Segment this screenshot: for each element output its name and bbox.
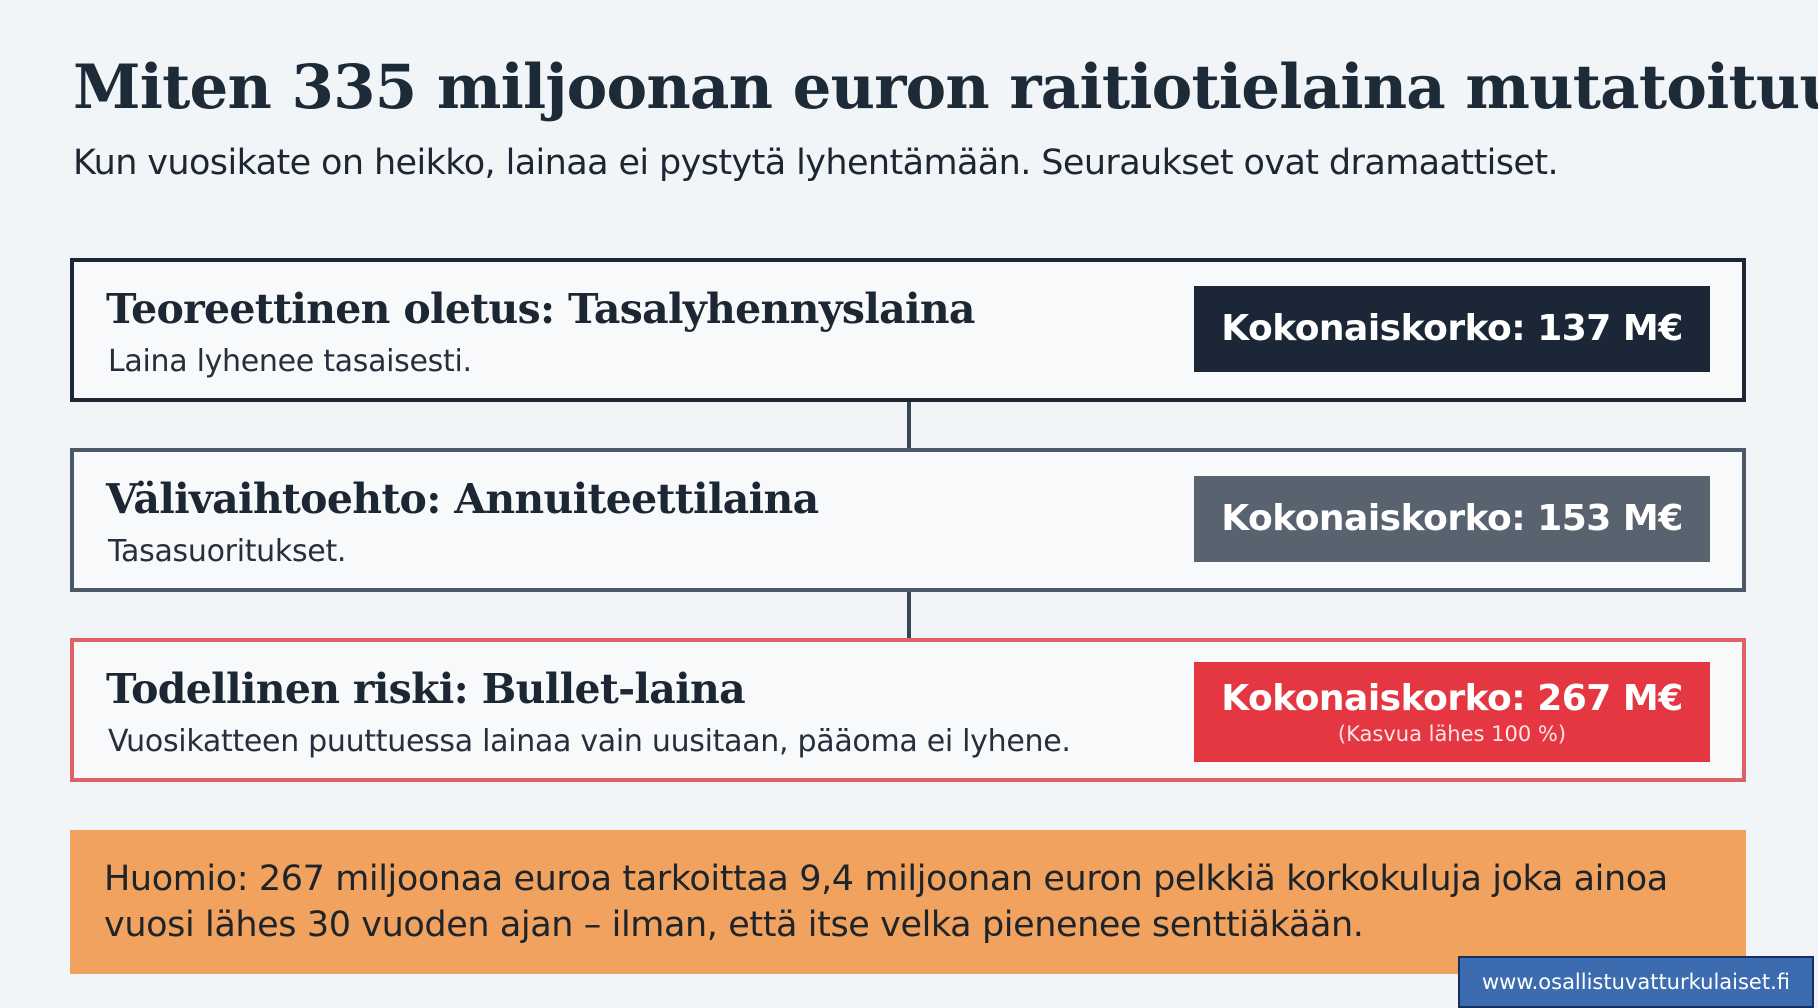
total-interest-badge: Kokonaiskorko: 137 M€ [1194,286,1710,372]
loan-card-annuity: Välivaihtoehto: Annuiteettilaina Tasasuo… [70,448,1746,592]
loan-card-heading: Todellinen riski: Bullet-laina [106,665,746,713]
total-interest-value: Kokonaiskorko: 137 M€ [1221,308,1683,349]
attention-note-text: Huomio: 267 miljoonaa euroa tarkoittaa 9… [104,859,1668,945]
website-url: www.osallistuvatturkulaiset.fi [1482,970,1790,994]
attention-note: Huomio: 267 miljoonaa euroa tarkoittaa 9… [70,830,1746,974]
page-title: Miten 335 miljoonan euron raitiotielaina… [73,52,1818,123]
interest-growth-note: (Kasvua lähes 100 %) [1337,722,1567,746]
connector-line [907,592,911,638]
loan-card-description: Laina lyhenee tasaisesti. [108,344,472,379]
total-interest-value: Kokonaiskorko: 153 M€ [1221,498,1683,539]
loan-card-description: Vuosikatteen puuttuessa lainaa vain uusi… [108,724,1071,759]
loan-card-heading: Teoreettinen oletus: Tasalyhennyslaina [106,285,975,333]
total-interest-badge: Kokonaiskorko: 153 M€ [1194,476,1710,562]
loan-card-bullet: Todellinen riski: Bullet-laina Vuosikatt… [70,638,1746,782]
website-url-badge: www.osallistuvatturkulaiset.fi [1458,956,1814,1008]
total-interest-value: Kokonaiskorko: 267 M€ [1221,678,1683,719]
loan-card-straight-line: Teoreettinen oletus: Tasalyhennyslaina L… [70,258,1746,402]
page-subtitle: Kun vuosikate on heikko, lainaa ei pysty… [73,143,1559,183]
total-interest-badge: Kokonaiskorko: 267 M€ (Kasvua lähes 100 … [1194,662,1710,762]
connector-line [907,402,911,448]
loan-card-description: Tasasuoritukset. [108,534,347,569]
loan-card-heading: Välivaihtoehto: Annuiteettilaina [106,475,819,523]
